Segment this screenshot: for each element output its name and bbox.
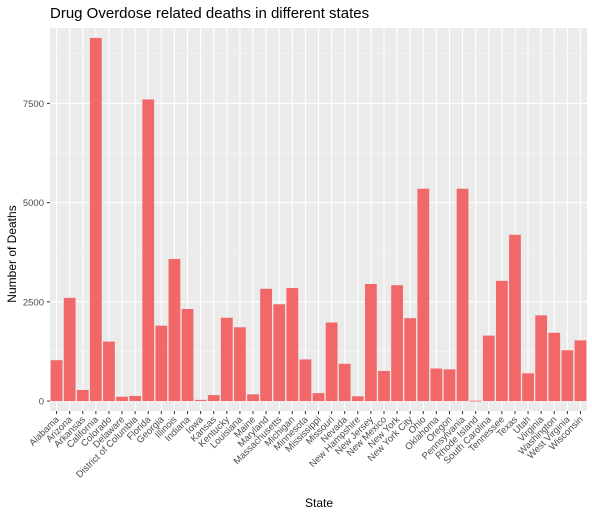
bar-virginia bbox=[535, 315, 548, 402]
bar-pennsylvania bbox=[456, 188, 469, 402]
bar-missouri bbox=[325, 322, 338, 402]
bar-new-york-city bbox=[404, 318, 417, 402]
bar-indiana bbox=[181, 308, 194, 402]
bar-tennessee bbox=[495, 280, 508, 402]
x-axis: AlabamaArizonaArkansasCaliforniaColorado… bbox=[27, 411, 586, 480]
bar-nevada bbox=[338, 363, 351, 402]
bar-utah bbox=[522, 373, 534, 402]
y-tick-label: 2500 bbox=[23, 297, 44, 308]
bar-new-hampshire bbox=[351, 396, 364, 402]
bar-maine bbox=[247, 394, 259, 402]
bar-kentucky bbox=[220, 317, 233, 402]
bar-new-mexico bbox=[378, 370, 390, 402]
bar-mississippi bbox=[312, 393, 325, 402]
bar-michigan bbox=[286, 287, 299, 402]
chart-title: Drug Overdose related deaths in differen… bbox=[50, 5, 369, 22]
bar-oregon bbox=[443, 369, 456, 402]
bar-west-virginia bbox=[561, 350, 574, 402]
bar-california bbox=[89, 37, 102, 402]
bar-rhode-island bbox=[469, 400, 482, 402]
y-tick-label: 0 bbox=[39, 397, 44, 408]
bar-colorado bbox=[103, 341, 115, 402]
y-tick-label: 7500 bbox=[23, 99, 44, 110]
bar-ohio bbox=[417, 188, 430, 402]
bar-delaware bbox=[116, 396, 128, 402]
bar-new-york bbox=[391, 285, 403, 402]
bar-washington bbox=[548, 332, 561, 402]
bar-minnesota bbox=[299, 359, 312, 402]
bar-kansas bbox=[207, 395, 220, 402]
bar-wisconsin bbox=[574, 340, 587, 402]
y-axis-title: Number of Deaths bbox=[5, 205, 19, 302]
bar-arkansas bbox=[76, 389, 89, 402]
bar-florida bbox=[142, 99, 155, 402]
y-tick-label: 5000 bbox=[23, 198, 44, 209]
bar-louisiana bbox=[234, 327, 246, 402]
bar-georgia bbox=[155, 325, 168, 402]
x-axis-title: State bbox=[305, 496, 333, 510]
bar-alabama bbox=[50, 360, 63, 402]
bar-oklahoma bbox=[430, 368, 443, 402]
bar-arizona bbox=[63, 297, 76, 402]
bar-new-jersey bbox=[364, 283, 377, 402]
bar-maryland bbox=[260, 288, 273, 402]
bar-texas bbox=[509, 234, 521, 402]
bar-district-of-columbia bbox=[129, 395, 142, 402]
bar-illinois bbox=[168, 258, 181, 402]
bar-iowa bbox=[194, 399, 207, 402]
bar-south-carolina bbox=[482, 335, 495, 402]
y-axis: 0 2500 5000 7500 bbox=[23, 99, 50, 408]
bars-layer bbox=[50, 37, 587, 402]
bar-massachusetts bbox=[273, 304, 286, 402]
